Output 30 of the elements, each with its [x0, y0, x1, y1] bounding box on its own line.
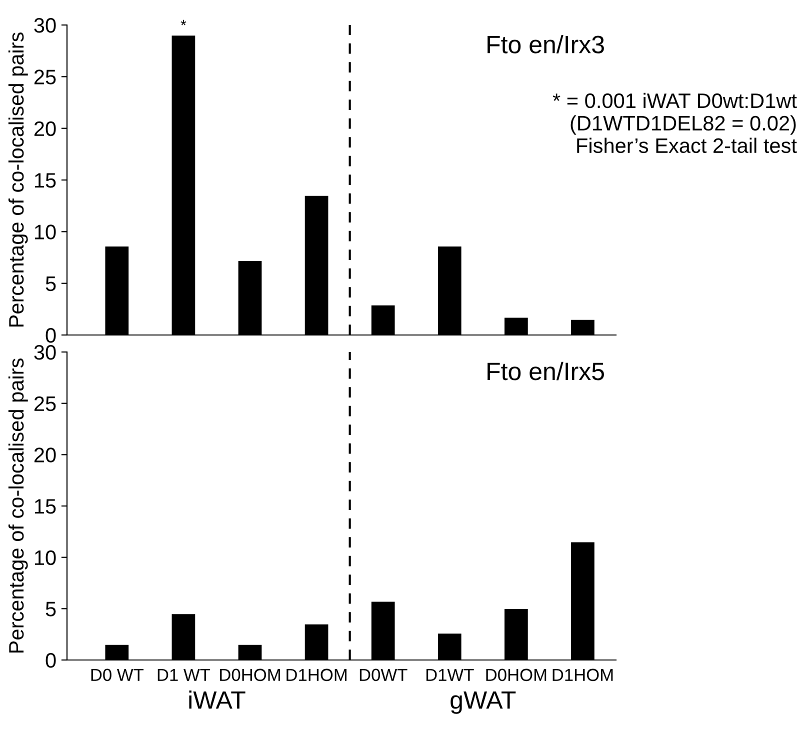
- chart-title: Fto en/Irx3: [488, 35, 604, 54]
- y-tick-label: 20: [34, 448, 56, 462]
- y-tick-label: 15: [35, 499, 56, 514]
- y-axis-title: Percentage of co-localised pairs: [8, 358, 28, 653]
- annotation: *: [180, 20, 186, 26]
- x-tick-label: D0WT: [360, 668, 408, 682]
- y-tick-label: 0: [46, 653, 56, 668]
- annotation: * = 0.001 iWAT D0wt:D1wt (D1WTD1DEL82 = 0.02) Fisher’s Exact 2-tail test: [552, 92, 797, 154]
- y-tick-label: 20: [34, 121, 56, 136]
- text: gWAT: [450, 691, 516, 714]
- text: iWAT: [189, 690, 246, 709]
- x-tick-label: D1WT: [426, 668, 474, 681]
- x-tick-label: D0HOM: [486, 668, 546, 682]
- y-tick-label: 0: [46, 328, 56, 343]
- y-tick-label: 5: [46, 602, 56, 616]
- x-tick-label: D0HOM: [220, 668, 280, 682]
- y-axis-title: Percentage of co-localised pairs: [8, 32, 28, 327]
- x-tick-label: D1HOM: [286, 668, 346, 682]
- y-tick-label: 30: [34, 345, 56, 360]
- chart-title: Fto en/Irx5: [488, 362, 604, 380]
- y-tick-label: 25: [34, 70, 56, 84]
- x-tick-label: D1HOM: [552, 668, 613, 682]
- y-tick-label: 10: [35, 224, 56, 240]
- x-tick-label: D0 WT: [91, 668, 144, 682]
- y-tick-label: 25: [34, 396, 56, 412]
- y-tick-label: 15: [35, 173, 56, 188]
- y-tick-label: 10: [35, 550, 56, 566]
- x-tick-label: D1 WT: [158, 668, 210, 681]
- y-tick-label: 5: [46, 276, 56, 292]
- y-tick-label: 30: [34, 18, 56, 33]
